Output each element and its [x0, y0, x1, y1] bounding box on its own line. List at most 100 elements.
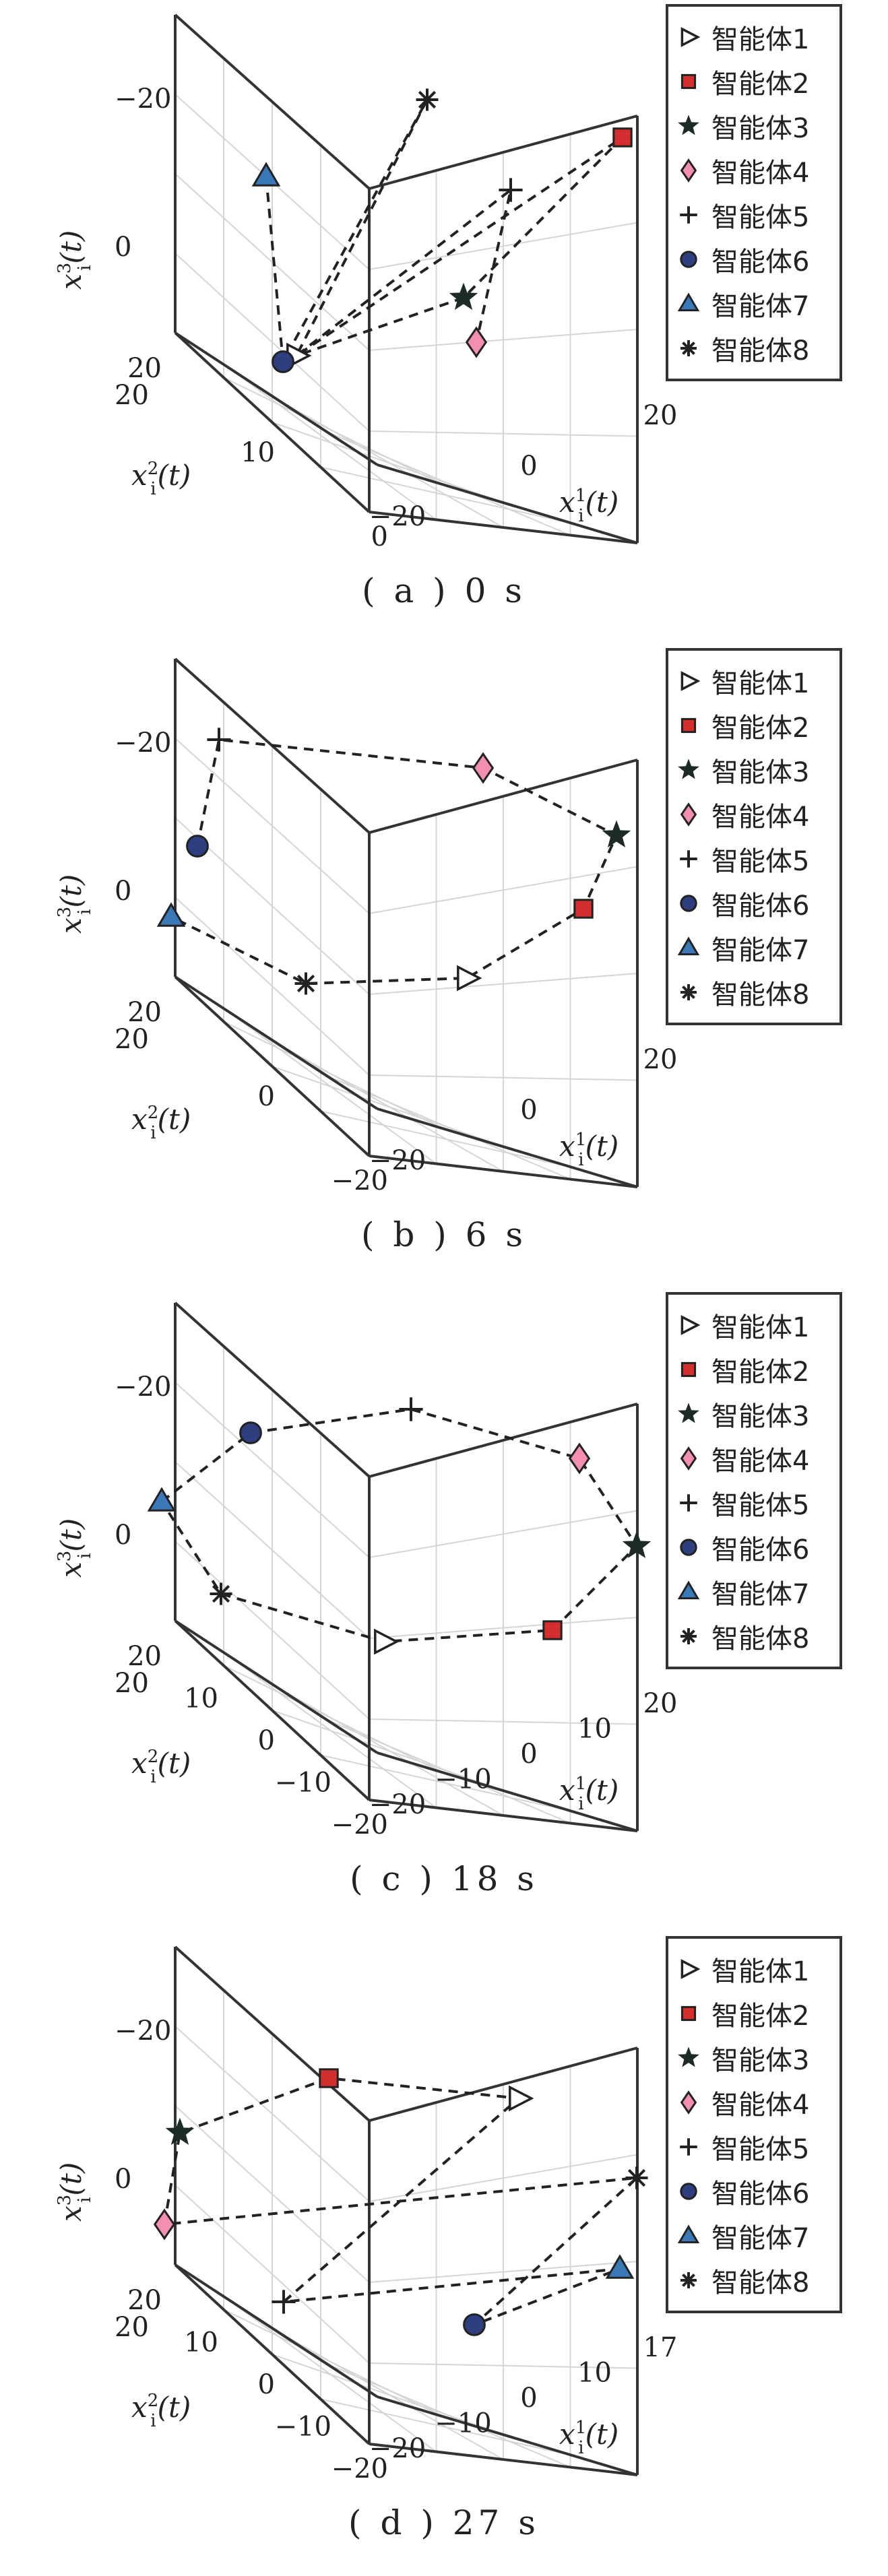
legend-item: 智能体6 — [675, 1525, 833, 1570]
legend-marker-icon — [680, 158, 697, 183]
legend-item: 智能体8 — [675, 326, 833, 371]
legend-label: 智能体2 — [711, 69, 810, 100]
legend-marker-icon — [677, 936, 700, 956]
legend-item: 智能体7 — [675, 282, 833, 326]
legend-label: 智能体7 — [711, 1579, 810, 1610]
z-tick-label: 0 — [115, 876, 131, 907]
legend-item: 智能体1 — [675, 659, 833, 703]
legend-label: 智能体5 — [711, 2134, 810, 2165]
y-tick-label: 10 — [241, 437, 275, 468]
legend-label: 智能体1 — [711, 24, 810, 55]
legend-item: 智能体5 — [675, 2125, 833, 2169]
x-tick-label: 0 — [520, 451, 537, 482]
legend-marker-icon — [680, 895, 697, 912]
z-tick-label: 0 — [115, 1520, 131, 1551]
legend-marker-icon — [680, 251, 697, 268]
legend-marker-icon — [678, 2047, 699, 2067]
legend-item: 智能体7 — [675, 2214, 833, 2258]
y-tick-label: 10 — [184, 1683, 218, 1714]
legend-label: 智能体5 — [711, 1490, 810, 1521]
agent-4-marker — [568, 1442, 591, 1475]
agent-1-marker — [374, 1628, 400, 1655]
y-axis-label: x2 i(t) — [131, 459, 191, 499]
chart-panel-1: −20 0 20 20 10 0 −20 0 20 x3i(t) x2 i(t) x1 i(t) 智能体1 智… — [0, 0, 888, 644]
legend-marker-icon — [680, 2005, 697, 2022]
legend-item: 智能体8 — [675, 970, 833, 1015]
legend-label: 智能体6 — [711, 2179, 810, 2210]
agent-8-marker — [210, 1582, 232, 1605]
y-axis-label: x2 i(t) — [131, 2391, 191, 2431]
z-tick-label: −20 — [115, 2016, 171, 2047]
legend-marker-icon — [680, 984, 697, 1000]
legend-label: 智能体1 — [711, 1956, 810, 1987]
z-axis-label: x3i(t) — [55, 2162, 95, 2222]
z-tick-label: −20 — [115, 728, 171, 759]
agent-8-marker — [416, 88, 439, 111]
legend-label: 智能体5 — [711, 202, 810, 233]
legend-marker-icon — [680, 27, 701, 47]
legend-label: 智能体7 — [711, 291, 810, 322]
y-tick-label: −10 — [275, 1768, 331, 1799]
x-tick-label: −10 — [435, 2408, 491, 2439]
agent-8-marker — [625, 2166, 648, 2189]
z-axis-label: x3i(t) — [55, 230, 95, 290]
legend-marker-icon — [680, 850, 697, 868]
legend-label: 智能体4 — [711, 802, 810, 833]
axes-box — [174, 13, 639, 544]
agent-7-marker — [147, 1487, 177, 1512]
legend-marker-icon — [680, 340, 697, 356]
legend-label: 智能体4 — [711, 158, 810, 189]
legend-item: 智能体4 — [675, 792, 833, 837]
panel-caption: ( b ) 6 s — [360, 1215, 528, 1254]
legend-item: 智能体7 — [675, 926, 833, 970]
x-tick-label: 20 — [643, 1044, 678, 1075]
y-tick-label: −20 — [331, 1809, 388, 1840]
agent-7-marker — [156, 902, 186, 927]
legend-label: 智能体8 — [711, 1623, 810, 1654]
legend-marker-icon — [680, 802, 697, 827]
y-axis-label: x2 i(t) — [131, 1747, 191, 1787]
y-tick-label: −20 — [331, 1165, 388, 1196]
legend-marker-icon — [680, 671, 701, 691]
z-tick-label: −20 — [115, 84, 171, 115]
legend: 智能体1 智能体2 智能体3 智能体4 智能体5 智能体6 智能体7 智能体8 — [666, 648, 842, 1025]
x-axis-label: x1 i(t) — [559, 1130, 619, 1170]
panel-caption: ( d ) 27 s — [348, 2503, 540, 2542]
legend-item: 智能体5 — [675, 837, 833, 881]
legend-marker-icon — [680, 2183, 697, 2200]
y-tick-label: 0 — [258, 2369, 275, 2400]
legend-marker-icon — [680, 717, 697, 734]
agent-3-marker — [165, 2117, 195, 2146]
legend-label: 智能体7 — [711, 935, 810, 966]
y-tick-label: 20 — [127, 2285, 162, 2316]
legend-item: 智能体3 — [675, 748, 833, 792]
legend-label: 智能体6 — [711, 1535, 810, 1566]
legend-marker-icon — [680, 2090, 697, 2115]
legend-item: 智能体3 — [675, 2036, 833, 2080]
legend-item: 智能体1 — [675, 15, 833, 59]
agent-5-marker — [499, 178, 523, 202]
legend-item: 智能体2 — [675, 703, 833, 748]
panel-caption: ( a ) 0 s — [362, 571, 526, 610]
agent-4-marker — [465, 326, 488, 358]
legend-marker-icon — [680, 2138, 697, 2156]
legend-marker-icon — [680, 73, 697, 90]
panel-caption: ( c ) 18 s — [350, 1859, 538, 1898]
x-tick-label: −20 — [369, 1789, 426, 1820]
legend-item: 智能体3 — [675, 1392, 833, 1436]
legend-marker-icon — [678, 115, 699, 135]
z-tick-label: −20 — [115, 1372, 171, 1403]
legend-label: 智能体3 — [711, 1401, 810, 1432]
legend-label: 智能体3 — [711, 113, 810, 144]
legend-item: 智能体6 — [675, 237, 833, 282]
legend-label: 智能体8 — [711, 335, 810, 366]
gridlines — [175, 1346, 638, 1824]
legend-marker-icon — [680, 1446, 697, 1471]
legend-item: 智能体2 — [675, 1991, 833, 2036]
